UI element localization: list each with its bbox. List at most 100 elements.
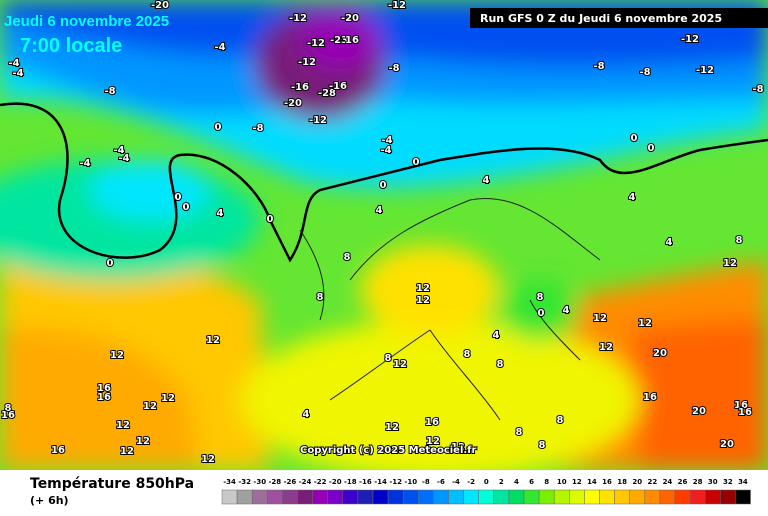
copyright: Copyright (c) 2025 Meteociel.fr xyxy=(300,445,477,456)
contour-label: 16 xyxy=(97,383,111,394)
contour-label: -4 xyxy=(113,145,124,156)
colorbar-swatch xyxy=(644,489,661,505)
contour-label: -23 xyxy=(330,35,348,46)
colorbar-swatch xyxy=(448,489,464,505)
colorbar-tick-label: -20 xyxy=(329,478,342,486)
contour-label: -4 xyxy=(381,135,392,146)
contour-label: -8 xyxy=(252,123,263,134)
contour-label: 0 xyxy=(183,202,190,213)
contour-label: 12 xyxy=(393,359,407,370)
contour-label: 12 xyxy=(206,335,220,346)
colorbar-tick-label: 18 xyxy=(617,478,627,486)
colorbar-tick-label: 8 xyxy=(544,478,549,486)
contour-label: 8 xyxy=(344,252,351,263)
contour-label: -12 xyxy=(289,13,307,24)
contour-label: 0 xyxy=(267,214,274,225)
contour-label: -12 xyxy=(681,34,699,45)
contour-label: 16 xyxy=(51,445,65,456)
colorbar-swatch xyxy=(629,489,646,505)
contour-label: 12 xyxy=(723,258,737,269)
contour-label: -12 xyxy=(388,0,406,11)
contour-label: 8 xyxy=(736,235,743,246)
contour-label: -12 xyxy=(696,65,714,76)
footer-step: (+ 6h) xyxy=(30,494,69,507)
contour-label: 8 xyxy=(5,403,12,414)
contour-label: -4 xyxy=(118,153,129,164)
colorbar-swatch xyxy=(553,489,570,505)
colorbar-tick-label: 0 xyxy=(484,478,489,486)
colorbar-tick-label: 2 xyxy=(499,478,504,486)
colorbar-swatch xyxy=(342,489,359,505)
colorbar-tick-label: -26 xyxy=(284,478,297,486)
date: Jeudi 6 novembre 2025 xyxy=(4,13,169,30)
colorbar-swatch xyxy=(387,489,404,505)
colorbar-swatch xyxy=(569,489,585,505)
contour-label: 8 xyxy=(557,415,564,426)
colorbar-swatch xyxy=(402,489,419,505)
contour-label: 12 xyxy=(143,401,157,412)
colorbar-tick-label: 16 xyxy=(602,478,612,486)
colorbar-tick-label: -14 xyxy=(374,478,387,486)
colorbar-swatch xyxy=(236,489,253,505)
contour-label: 4 xyxy=(483,175,490,186)
colorbar-swatch xyxy=(478,489,495,505)
contour-label: -12 xyxy=(307,38,325,49)
contour-label: 0 xyxy=(215,122,222,133)
contour-label: 8 xyxy=(317,292,324,303)
contour-label: -8 xyxy=(593,61,604,72)
contour-label: 12 xyxy=(161,393,175,404)
contour-label: 0 xyxy=(107,258,114,269)
colorbar-tick-label: -32 xyxy=(238,478,251,486)
contour-label: -12 xyxy=(298,57,316,68)
contour-label: -4 xyxy=(380,145,391,156)
contour-label: -4 xyxy=(12,68,23,79)
contour-label: 8 xyxy=(464,349,471,360)
colorbar-swatch xyxy=(720,489,736,505)
contour-label: 8 xyxy=(497,359,504,370)
contour-label: -8 xyxy=(639,67,650,78)
colorbar-swatch xyxy=(538,489,555,505)
colorbar-swatch xyxy=(659,489,676,505)
colorbar-tick-label: -4 xyxy=(452,478,460,486)
contour-label: 20 xyxy=(720,439,734,450)
contour-label: 12 xyxy=(416,283,430,294)
contour-label: 12 xyxy=(201,454,215,465)
colorbar-tick-label: 20 xyxy=(632,478,642,486)
contour-label: 20 xyxy=(653,348,667,359)
contour-label: 0 xyxy=(413,157,420,168)
contour-label: 4 xyxy=(666,237,673,248)
colorbar-tick-label: -18 xyxy=(344,478,357,486)
contour-label: 16 xyxy=(738,407,752,418)
colorbar-tick-label: 30 xyxy=(708,478,718,486)
colorbar-swatch xyxy=(312,489,328,505)
contour-label: 12 xyxy=(116,420,130,431)
colorbar-tick-label: -8 xyxy=(422,478,430,486)
colorbar-swatch xyxy=(251,489,268,505)
contour-label: 12 xyxy=(110,350,124,361)
contour-label: 20 xyxy=(692,406,706,417)
contour-label: 0 xyxy=(175,192,182,203)
colorbar-tick-label: -34 xyxy=(223,478,236,486)
colorbar-swatch xyxy=(493,489,510,505)
contour-label: 4 xyxy=(217,208,224,219)
footer-title: Température 850hPa xyxy=(30,476,194,492)
temperature-field xyxy=(0,0,768,480)
colorbar: -34 -32 -30 -28 -26 -24 -22 -20 -18 -16 -14 -12 -10-… xyxy=(221,478,751,505)
contour-label: 12 xyxy=(638,318,652,329)
contour-label: 8 xyxy=(537,292,544,303)
colorbar-tick-label: -12 xyxy=(389,478,402,486)
contour-label: 16 xyxy=(345,35,359,46)
contour-label: -8 xyxy=(104,86,115,97)
contour-label: -16 xyxy=(329,81,347,92)
colorbar-swatch xyxy=(357,489,374,505)
colorbar-tick-label: -16 xyxy=(359,478,372,486)
colorbar-swatch xyxy=(523,489,540,505)
contour-label: 8 xyxy=(516,427,523,438)
colorbar-tick-label: 24 xyxy=(663,478,673,486)
colorbar-tick-label: -22 xyxy=(314,478,327,486)
contour-label: -8 xyxy=(752,84,763,95)
contour-label: 16 xyxy=(425,417,439,428)
contour-label: 0 xyxy=(631,133,638,144)
colorbar-swatch xyxy=(508,489,525,505)
contour-label: 12 xyxy=(416,295,430,306)
